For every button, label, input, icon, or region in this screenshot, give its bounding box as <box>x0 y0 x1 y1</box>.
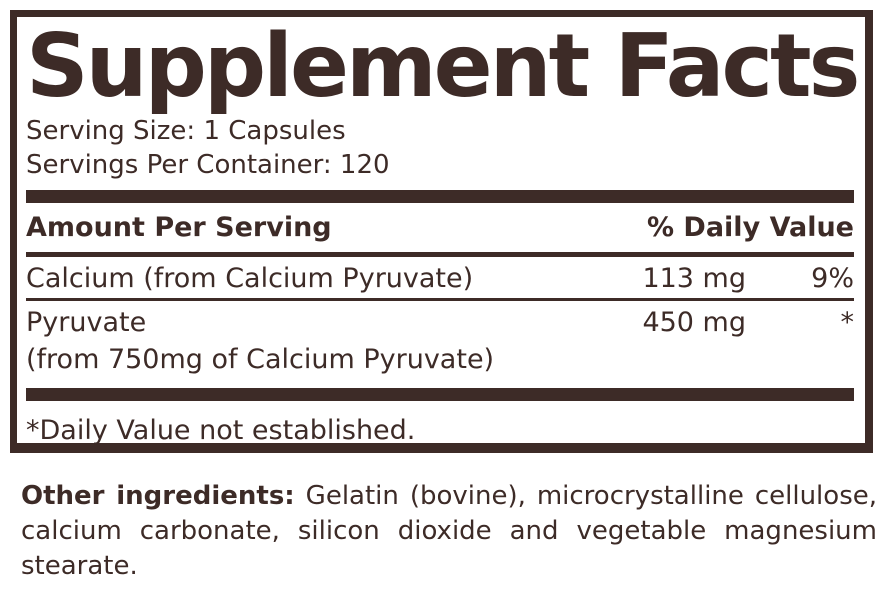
other-ingredients-paragraph: Other ingredients: Gelatin (bovine), mic… <box>21 479 877 584</box>
table-row-pyruvate: Pyruvate 450 mg * (from 750mg of Calcium… <box>26 301 854 377</box>
nutrient-detail: (from 750mg of Calcium Pyruvate) <box>26 344 495 375</box>
other-ingredients-text: Gelatin (bovine), microcrystalline cellu… <box>21 481 877 581</box>
nutrient-amount: 113 mg <box>642 263 746 294</box>
percent-daily-value-header: % Daily Value <box>646 212 854 243</box>
table-header-row: Amount Per Serving % Daily Value <box>26 203 854 257</box>
nutrient-daily-value: * <box>840 307 855 338</box>
supplement-facts-panel: Supplement Facts Serving Size: 1 Capsule… <box>10 10 873 453</box>
nutrient-name: Pyruvate <box>26 307 147 338</box>
servings-per-container: Servings Per Container: 120 <box>26 150 390 180</box>
daily-value-footnote: *Daily Value not established. <box>26 415 416 446</box>
nutrient-daily-value: 9% <box>811 263 854 294</box>
serving-size: Serving Size: 1 Capsules <box>26 116 346 146</box>
nutrient-amount: 450 mg <box>642 307 746 338</box>
panel-title: Supplement Facts <box>26 15 860 117</box>
table-row-calcium: Calcium (from Calcium Pyruvate) 113 mg 9… <box>26 257 854 301</box>
amount-per-serving-header: Amount Per Serving <box>26 212 332 243</box>
other-ingredients-label: Other ingredients: <box>21 481 295 511</box>
nutrient-name: Calcium (from Calcium Pyruvate) <box>26 263 474 294</box>
divider-thick-bottom <box>26 388 854 401</box>
divider-thick-top <box>26 190 854 203</box>
